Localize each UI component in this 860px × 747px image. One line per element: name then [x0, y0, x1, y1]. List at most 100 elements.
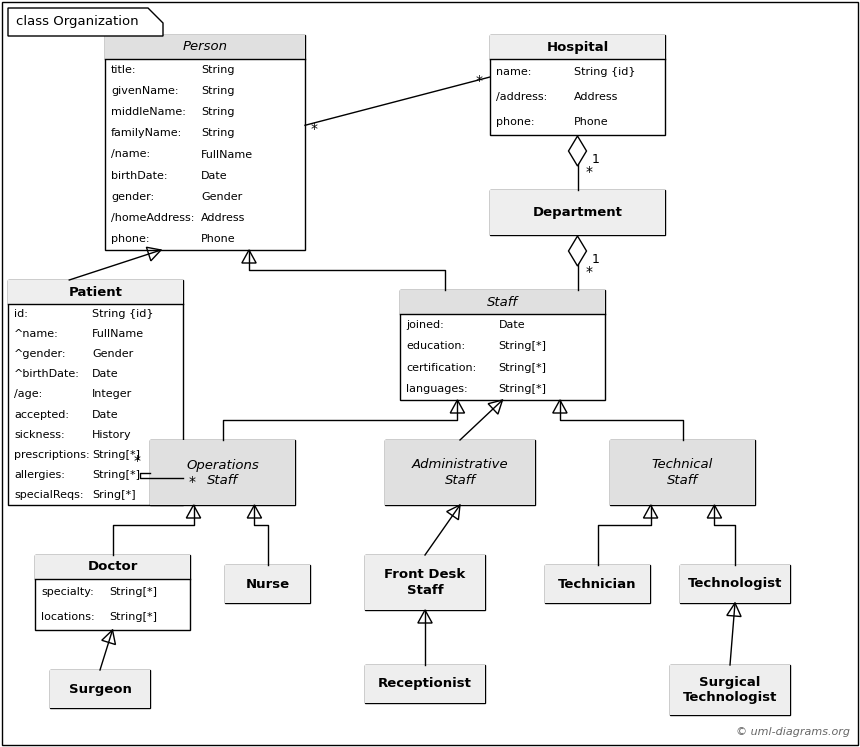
- Text: 1: 1: [592, 253, 599, 266]
- Bar: [225, 565, 310, 603]
- Polygon shape: [568, 136, 587, 166]
- Text: sickness:: sickness:: [14, 430, 64, 440]
- Text: Technician: Technician: [558, 577, 636, 590]
- Text: Date: Date: [92, 369, 119, 379]
- Bar: [35, 555, 190, 579]
- Text: Surgeon: Surgeon: [69, 683, 132, 695]
- Text: String: String: [201, 128, 235, 138]
- Text: Staff: Staff: [487, 296, 518, 309]
- Bar: [490, 190, 665, 235]
- Text: birthDate:: birthDate:: [111, 171, 168, 181]
- Text: Front Desk
Staff: Front Desk Staff: [384, 568, 465, 597]
- Text: String[*]: String[*]: [499, 363, 546, 373]
- Polygon shape: [568, 236, 587, 266]
- Text: History: History: [92, 430, 132, 440]
- Bar: [365, 555, 485, 610]
- Text: /address:: /address:: [496, 92, 547, 102]
- Bar: [385, 440, 535, 505]
- Bar: [490, 35, 665, 135]
- Text: String[*]: String[*]: [499, 384, 546, 394]
- Bar: [680, 565, 790, 603]
- Bar: [8, 280, 183, 505]
- Text: String[*]: String[*]: [499, 341, 546, 351]
- Text: *: *: [476, 74, 483, 88]
- Text: String {id}: String {id}: [574, 66, 636, 77]
- Bar: [225, 565, 310, 603]
- Text: *: *: [586, 265, 593, 279]
- Text: *: *: [189, 475, 196, 489]
- Bar: [105, 35, 305, 59]
- Bar: [50, 670, 150, 708]
- Text: education:: education:: [406, 341, 465, 351]
- Text: String {id}: String {id}: [92, 309, 153, 319]
- Text: © uml-diagrams.org: © uml-diagrams.org: [736, 727, 850, 737]
- Text: Receptionist: Receptionist: [378, 678, 472, 690]
- Bar: [8, 280, 183, 304]
- Text: Hospital: Hospital: [546, 40, 609, 54]
- Text: String[*]: String[*]: [92, 470, 140, 480]
- Text: ^name:: ^name:: [14, 329, 58, 339]
- Text: String: String: [201, 86, 235, 96]
- Text: Date: Date: [92, 409, 119, 420]
- Text: familyName:: familyName:: [111, 128, 182, 138]
- Text: String: String: [201, 64, 235, 75]
- Bar: [35, 555, 190, 630]
- Bar: [610, 440, 755, 505]
- Text: Nurse: Nurse: [245, 577, 290, 590]
- Text: Phone: Phone: [574, 117, 609, 127]
- Text: String[*]: String[*]: [92, 450, 140, 459]
- Text: specialty:: specialty:: [41, 586, 94, 597]
- Text: Surgical
Technologist: Surgical Technologist: [683, 676, 777, 704]
- Polygon shape: [8, 8, 163, 36]
- Text: Gender: Gender: [201, 192, 243, 202]
- Text: givenName:: givenName:: [111, 86, 179, 96]
- Text: Sring[*]: Sring[*]: [92, 490, 136, 500]
- Bar: [670, 665, 790, 715]
- Text: specialReqs:: specialReqs:: [14, 490, 83, 500]
- Text: 1: 1: [592, 153, 599, 166]
- Text: name:: name:: [496, 66, 531, 77]
- Text: joined:: joined:: [406, 320, 444, 329]
- Bar: [490, 35, 665, 59]
- Bar: [385, 440, 535, 505]
- Bar: [670, 665, 790, 715]
- Text: Technologist: Technologist: [688, 577, 783, 590]
- Bar: [610, 440, 755, 505]
- Text: Technical
Staff: Technical Staff: [652, 459, 713, 486]
- Bar: [365, 665, 485, 703]
- Text: *: *: [586, 165, 593, 179]
- Text: String[*]: String[*]: [109, 613, 157, 622]
- Text: gender:: gender:: [111, 192, 154, 202]
- Text: Gender: Gender: [92, 350, 133, 359]
- Bar: [150, 440, 295, 505]
- Bar: [150, 440, 295, 505]
- Text: Date: Date: [499, 320, 525, 329]
- Bar: [400, 290, 605, 400]
- Text: *: *: [134, 453, 141, 468]
- Text: id:: id:: [14, 309, 28, 319]
- Text: Address: Address: [574, 92, 618, 102]
- Text: phone:: phone:: [111, 235, 150, 244]
- Text: /name:: /name:: [111, 149, 150, 160]
- Text: prescriptions:: prescriptions:: [14, 450, 89, 459]
- Bar: [545, 565, 650, 603]
- Text: class Organization: class Organization: [16, 16, 138, 28]
- Text: Administrative
Staff: Administrative Staff: [412, 459, 508, 486]
- Bar: [490, 190, 665, 235]
- Text: Integer: Integer: [92, 389, 132, 400]
- Bar: [680, 565, 790, 603]
- Text: Person: Person: [182, 40, 228, 54]
- Bar: [545, 565, 650, 603]
- Text: FullName: FullName: [201, 149, 253, 160]
- Bar: [50, 670, 150, 708]
- Text: middleName:: middleName:: [111, 107, 186, 117]
- Text: ^birthDate:: ^birthDate:: [14, 369, 80, 379]
- Text: certification:: certification:: [406, 363, 476, 373]
- Bar: [365, 555, 485, 610]
- Text: Date: Date: [201, 171, 228, 181]
- Text: FullName: FullName: [92, 329, 144, 339]
- Bar: [365, 665, 485, 703]
- Text: Phone: Phone: [201, 235, 236, 244]
- Text: locations:: locations:: [41, 613, 95, 622]
- Bar: [400, 290, 605, 314]
